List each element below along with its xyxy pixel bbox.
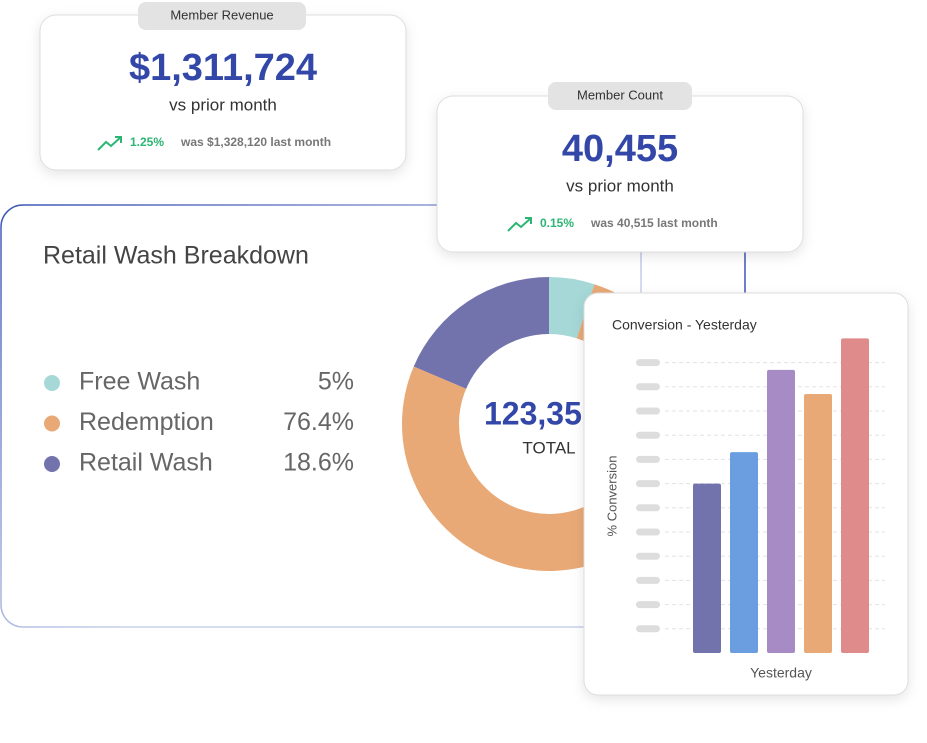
kpi-change: 1.25% (130, 135, 164, 149)
tab-label: Member Revenue (170, 7, 273, 22)
legend-value: 18.6% (283, 449, 354, 477)
donut-center-label: TOTAL (522, 438, 575, 457)
trend-icon (507, 217, 532, 232)
y-tick-placeholder (636, 504, 660, 512)
bar (767, 369, 795, 653)
y-tick-placeholder (636, 528, 660, 536)
tab-bg (548, 82, 692, 110)
y-tick-placeholder (636, 625, 660, 633)
kpi-card: Member Revenue $1,311,724 vs prior month… (39, 2, 407, 171)
y-tick-placeholder (636, 431, 660, 439)
tab-label: Member Count (577, 87, 663, 102)
kpi-note: was $1,328,120 last month (180, 135, 331, 149)
legend-label: Retail Wash (79, 449, 213, 477)
legend-label: Free Wash (79, 368, 200, 396)
donut-segment (549, 277, 595, 339)
legend-value: 76.4% (283, 408, 354, 436)
donut-center-value: 123,35 (484, 395, 582, 431)
y-tick-placeholder (636, 552, 660, 560)
y-tick-placeholder (636, 601, 660, 609)
y-axis-label: % Conversion (604, 456, 619, 537)
trend-icon (115, 136, 122, 143)
donut-segment (413, 277, 549, 389)
legend-swatch (44, 415, 60, 432)
legend-value: 5% (318, 368, 354, 396)
y-tick-placeholder (636, 455, 660, 463)
kpi-value: 40,455 (562, 128, 678, 170)
bar (730, 452, 758, 653)
kpi-subtitle: vs prior month (169, 95, 277, 114)
y-tick-placeholder (636, 383, 660, 391)
chart-title: Conversion - Yesterday (612, 317, 757, 333)
bar (804, 394, 832, 653)
trend-icon (97, 136, 122, 151)
bar-chart-card: Conversion - Yesterday % Conversion Yest… (583, 292, 909, 696)
kpi-change: 0.15% (540, 216, 574, 230)
card-title: Retail Wash Breakdown (43, 242, 309, 270)
x-axis-label: Yesterday (750, 665, 812, 681)
y-tick-placeholder (636, 576, 660, 584)
y-tick-placeholder (636, 480, 660, 488)
kpi-subtitle: vs prior month (566, 176, 674, 195)
trend-icon (525, 217, 532, 224)
y-tick-placeholder (636, 407, 660, 415)
y-tick-placeholder (636, 359, 660, 367)
legend-label: Redemption (79, 408, 214, 436)
kpi-note: was 40,515 last month (590, 216, 718, 230)
kpi-value: $1,311,724 (129, 47, 317, 89)
bar (693, 483, 721, 653)
legend-swatch (44, 456, 60, 472)
bar (841, 338, 869, 653)
tab-bg (138, 2, 306, 30)
legend-swatch (44, 375, 60, 391)
kpi-card: Member Count 40,455 vs prior month 0.15%… (436, 82, 804, 253)
